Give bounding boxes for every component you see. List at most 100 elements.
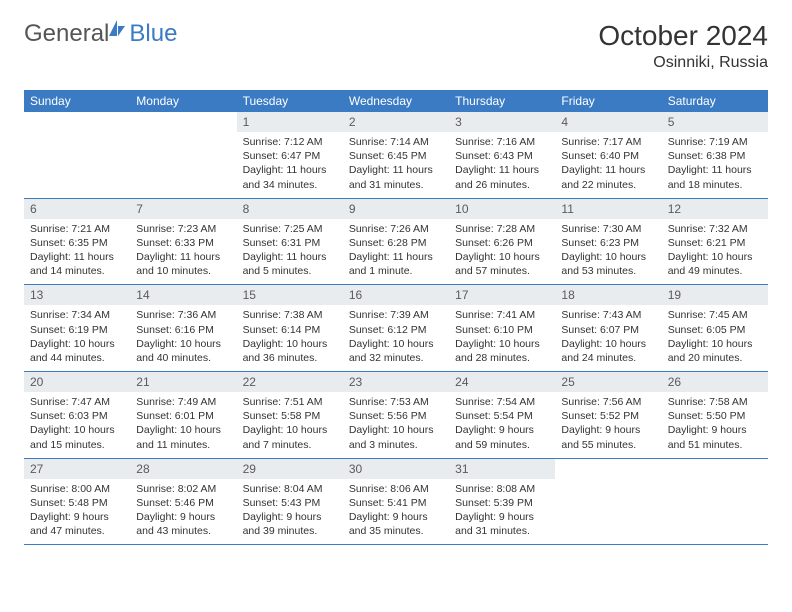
day-number: 30 — [343, 459, 449, 479]
day-cell: 20Sunrise: 7:47 AMSunset: 6:03 PMDayligh… — [24, 372, 130, 458]
day-body: Sunrise: 7:53 AMSunset: 5:56 PMDaylight:… — [343, 392, 449, 458]
day-body: Sunrise: 7:51 AMSunset: 5:58 PMDaylight:… — [237, 392, 343, 458]
day-body: Sunrise: 7:25 AMSunset: 6:31 PMDaylight:… — [237, 219, 343, 285]
empty-cell — [555, 459, 661, 545]
daylight-text: Daylight: 10 hours and 32 minutes. — [349, 337, 443, 365]
dow-monday: Monday — [130, 90, 236, 112]
daylight-text: Daylight: 10 hours and 36 minutes. — [243, 337, 337, 365]
sunset-text: Sunset: 5:39 PM — [455, 496, 549, 510]
sunset-text: Sunset: 6:16 PM — [136, 323, 230, 337]
day-number: 7 — [130, 199, 236, 219]
daylight-text: Daylight: 10 hours and 28 minutes. — [455, 337, 549, 365]
sunset-text: Sunset: 6:01 PM — [136, 409, 230, 423]
day-number: 24 — [449, 372, 555, 392]
dow-wednesday: Wednesday — [343, 90, 449, 112]
daylight-text: Daylight: 9 hours and 47 minutes. — [30, 510, 124, 538]
day-number: 19 — [662, 285, 768, 305]
day-body: Sunrise: 7:26 AMSunset: 6:28 PMDaylight:… — [343, 219, 449, 285]
daylight-text: Daylight: 11 hours and 10 minutes. — [136, 250, 230, 278]
day-number: 23 — [343, 372, 449, 392]
daylight-text: Daylight: 11 hours and 31 minutes. — [349, 163, 443, 191]
daylight-text: Daylight: 9 hours and 59 minutes. — [455, 423, 549, 451]
sunrise-text: Sunrise: 7:51 AM — [243, 395, 337, 409]
sunset-text: Sunset: 6:05 PM — [668, 323, 762, 337]
sunrise-text: Sunrise: 7:36 AM — [136, 308, 230, 322]
sunrise-text: Sunrise: 7:43 AM — [561, 308, 655, 322]
sunrise-text: Sunrise: 8:00 AM — [30, 482, 124, 496]
day-number: 18 — [555, 285, 661, 305]
day-cell: 2Sunrise: 7:14 AMSunset: 6:45 PMDaylight… — [343, 112, 449, 198]
sunrise-text: Sunrise: 7:16 AM — [455, 135, 549, 149]
daylight-text: Daylight: 9 hours and 55 minutes. — [561, 423, 655, 451]
day-cell: 11Sunrise: 7:30 AMSunset: 6:23 PMDayligh… — [555, 199, 661, 285]
day-number: 20 — [24, 372, 130, 392]
sunset-text: Sunset: 6:31 PM — [243, 236, 337, 250]
day-body: Sunrise: 7:19 AMSunset: 6:38 PMDaylight:… — [662, 132, 768, 198]
logo-blue: Blue — [129, 20, 177, 48]
day-number: 6 — [24, 199, 130, 219]
day-number: 8 — [237, 199, 343, 219]
day-body: Sunrise: 8:06 AMSunset: 5:41 PMDaylight:… — [343, 479, 449, 545]
logo-general: General — [24, 20, 109, 48]
daylight-text: Daylight: 9 hours and 43 minutes. — [136, 510, 230, 538]
day-number: 9 — [343, 199, 449, 219]
dow-tuesday: Tuesday — [237, 90, 343, 112]
day-cell: 6Sunrise: 7:21 AMSunset: 6:35 PMDaylight… — [24, 199, 130, 285]
day-body: Sunrise: 7:38 AMSunset: 6:14 PMDaylight:… — [237, 305, 343, 371]
daylight-text: Daylight: 11 hours and 1 minute. — [349, 250, 443, 278]
sunrise-text: Sunrise: 7:30 AM — [561, 222, 655, 236]
day-cell: 23Sunrise: 7:53 AMSunset: 5:56 PMDayligh… — [343, 372, 449, 458]
day-cell: 26Sunrise: 7:58 AMSunset: 5:50 PMDayligh… — [662, 372, 768, 458]
sunset-text: Sunset: 6:07 PM — [561, 323, 655, 337]
day-number: 25 — [555, 372, 661, 392]
sunset-text: Sunset: 6:38 PM — [668, 149, 762, 163]
sunrise-text: Sunrise: 7:34 AM — [30, 308, 124, 322]
day-cell: 17Sunrise: 7:41 AMSunset: 6:10 PMDayligh… — [449, 285, 555, 371]
day-number: 22 — [237, 372, 343, 392]
sunset-text: Sunset: 5:52 PM — [561, 409, 655, 423]
sunrise-text: Sunrise: 7:32 AM — [668, 222, 762, 236]
sunset-text: Sunset: 5:46 PM — [136, 496, 230, 510]
daylight-text: Daylight: 9 hours and 31 minutes. — [455, 510, 549, 538]
week-row: 20Sunrise: 7:47 AMSunset: 6:03 PMDayligh… — [24, 372, 768, 459]
daylight-text: Daylight: 10 hours and 40 minutes. — [136, 337, 230, 365]
sunset-text: Sunset: 6:40 PM — [561, 149, 655, 163]
logo: General Blue — [24, 20, 177, 48]
daylight-text: Daylight: 10 hours and 7 minutes. — [243, 423, 337, 451]
sunrise-text: Sunrise: 7:23 AM — [136, 222, 230, 236]
day-number: 29 — [237, 459, 343, 479]
day-number: 1 — [237, 112, 343, 132]
day-body: Sunrise: 7:54 AMSunset: 5:54 PMDaylight:… — [449, 392, 555, 458]
dow-thursday: Thursday — [449, 90, 555, 112]
daylight-text: Daylight: 10 hours and 24 minutes. — [561, 337, 655, 365]
day-cell: 28Sunrise: 8:02 AMSunset: 5:46 PMDayligh… — [130, 459, 236, 545]
day-number: 15 — [237, 285, 343, 305]
sunrise-text: Sunrise: 7:41 AM — [455, 308, 549, 322]
sunrise-text: Sunrise: 7:17 AM — [561, 135, 655, 149]
day-body: Sunrise: 7:34 AMSunset: 6:19 PMDaylight:… — [24, 305, 130, 371]
day-body: Sunrise: 7:45 AMSunset: 6:05 PMDaylight:… — [662, 305, 768, 371]
daylight-text: Daylight: 10 hours and 20 minutes. — [668, 337, 762, 365]
dow-sunday: Sunday — [24, 90, 130, 112]
day-cell: 29Sunrise: 8:04 AMSunset: 5:43 PMDayligh… — [237, 459, 343, 545]
daylight-text: Daylight: 10 hours and 44 minutes. — [30, 337, 124, 365]
sunset-text: Sunset: 5:50 PM — [668, 409, 762, 423]
sunrise-text: Sunrise: 7:39 AM — [349, 308, 443, 322]
day-cell: 5Sunrise: 7:19 AMSunset: 6:38 PMDaylight… — [662, 112, 768, 198]
sunset-text: Sunset: 6:28 PM — [349, 236, 443, 250]
sunrise-text: Sunrise: 8:08 AM — [455, 482, 549, 496]
day-cell: 3Sunrise: 7:16 AMSunset: 6:43 PMDaylight… — [449, 112, 555, 198]
day-cell: 22Sunrise: 7:51 AMSunset: 5:58 PMDayligh… — [237, 372, 343, 458]
day-body: Sunrise: 8:02 AMSunset: 5:46 PMDaylight:… — [130, 479, 236, 545]
daylight-text: Daylight: 11 hours and 34 minutes. — [243, 163, 337, 191]
daylight-text: Daylight: 10 hours and 15 minutes. — [30, 423, 124, 451]
empty-cell — [24, 112, 130, 198]
daylight-text: Daylight: 9 hours and 39 minutes. — [243, 510, 337, 538]
sunset-text: Sunset: 6:35 PM — [30, 236, 124, 250]
day-cell: 27Sunrise: 8:00 AMSunset: 5:48 PMDayligh… — [24, 459, 130, 545]
day-body: Sunrise: 7:12 AMSunset: 6:47 PMDaylight:… — [237, 132, 343, 198]
sunrise-text: Sunrise: 7:47 AM — [30, 395, 124, 409]
sunset-text: Sunset: 6:14 PM — [243, 323, 337, 337]
day-body: Sunrise: 7:32 AMSunset: 6:21 PMDaylight:… — [662, 219, 768, 285]
dow-saturday: Saturday — [662, 90, 768, 112]
